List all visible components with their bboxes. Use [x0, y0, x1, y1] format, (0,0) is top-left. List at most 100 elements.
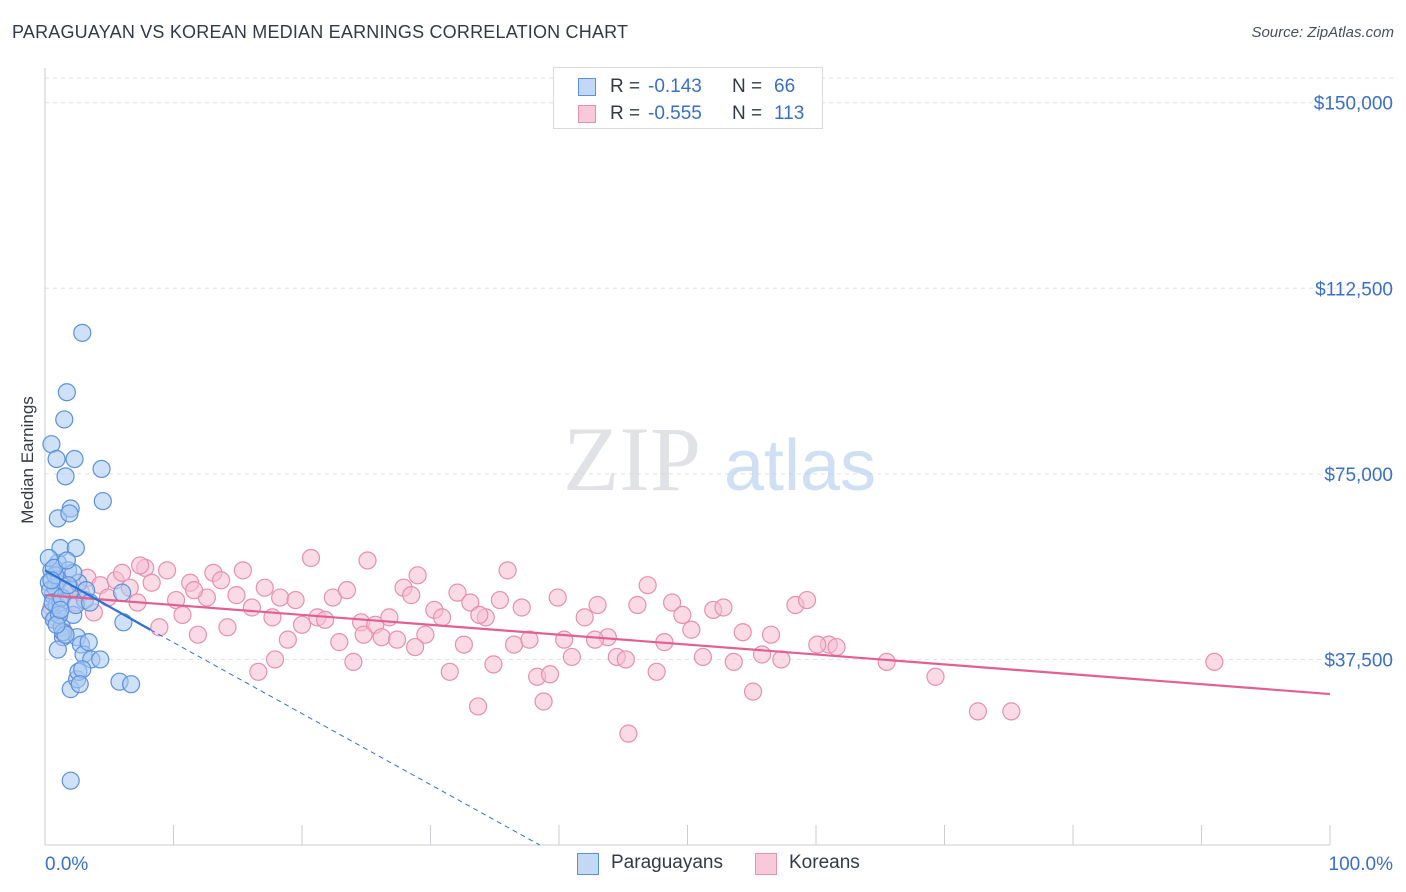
- paraguayan-swatch: [578, 78, 596, 96]
- korean-point: [575, 608, 594, 627]
- series-legend: Paraguayans Koreans: [0, 852, 1406, 878]
- korean-point: [619, 724, 638, 743]
- paraguayan-point: [47, 449, 66, 469]
- korean-point: [112, 563, 132, 582]
- paraguayan-point: [51, 600, 70, 620]
- korean-point: [470, 605, 489, 625]
- korean-point: [440, 662, 459, 681]
- paraguayan-point: [66, 538, 85, 558]
- korean-point: [330, 633, 349, 652]
- korean-point: [380, 608, 399, 627]
- r-label: R =: [610, 103, 641, 124]
- korean-point: [682, 620, 701, 639]
- korean-point: [408, 566, 427, 585]
- korean-point: [233, 561, 252, 580]
- paraguayan-point: [60, 504, 79, 523]
- stats-row-paraguayans: R = -0.143 N = 66: [554, 74, 822, 100]
- korean-point: [130, 556, 150, 575]
- x-tick-label: 0.0%: [45, 854, 88, 875]
- korean-point: [562, 647, 581, 667]
- paraguayan-point: [48, 640, 67, 659]
- korean-point: [1002, 702, 1021, 721]
- n-value: 113: [774, 103, 805, 124]
- watermark-atlas: atlas: [724, 426, 876, 506]
- y-tick-label: $75,000: [1324, 465, 1393, 486]
- paraguayan-points: [39, 323, 141, 790]
- korean-point: [292, 615, 312, 634]
- korean-point: [286, 590, 305, 610]
- korean-point: [752, 645, 772, 664]
- n-label: N =: [732, 76, 763, 97]
- r-label: R =: [610, 76, 641, 97]
- korean-point: [484, 655, 503, 674]
- paraguayan-point: [91, 650, 110, 669]
- korean-point: [662, 593, 682, 612]
- korean-point: [616, 650, 635, 669]
- korean-point: [1205, 652, 1224, 672]
- korean-point: [693, 647, 713, 667]
- n-label: N =: [732, 103, 763, 124]
- korean-point: [808, 635, 827, 654]
- korean-point: [184, 581, 204, 600]
- korean-trend-line: [44, 594, 1331, 696]
- korean-point: [372, 628, 391, 647]
- korean-point: [490, 590, 509, 610]
- paraguayan-point: [65, 449, 84, 469]
- korean-point: [150, 618, 169, 637]
- korean-point: [797, 590, 817, 610]
- korean-point: [827, 637, 846, 657]
- korean-point: [142, 573, 161, 592]
- korean-point: [454, 635, 474, 654]
- legend-label: Paraguayans: [611, 852, 723, 873]
- paraguayan-trend-line: [44, 569, 151, 631]
- tick-labels: $37,500 $75,000 $112,500 $150,000 0.0% 100.0%: [45, 94, 1393, 875]
- korean-point: [416, 625, 435, 644]
- korean-point: [638, 576, 657, 595]
- paraguayan-trend-extension: [150, 629, 540, 846]
- korean-point: [344, 652, 363, 672]
- korean-point: [255, 578, 274, 597]
- paraguayan-point: [92, 459, 111, 479]
- paraguayan-point: [112, 583, 132, 602]
- source-label: Source: ZipAtlas.com: [1251, 24, 1394, 41]
- korean-point: [242, 598, 261, 617]
- paraguayan-point: [73, 660, 92, 679]
- legend-label: Koreans: [789, 852, 860, 873]
- korean-swatch: [578, 105, 596, 123]
- paraguayan-swatch: [577, 853, 599, 875]
- korean-point: [227, 586, 246, 605]
- paraguayan-point: [114, 613, 133, 632]
- korean-point: [512, 598, 531, 617]
- korean-point: [402, 586, 421, 605]
- y-tick-label: $112,500: [1315, 279, 1393, 300]
- korean-point: [278, 630, 297, 649]
- korean-point: [387, 630, 407, 649]
- paraguayan-point: [57, 551, 76, 570]
- korean-point: [534, 692, 553, 711]
- korean-point: [628, 595, 647, 615]
- paraguayan-point: [79, 633, 98, 652]
- korean-point: [461, 593, 480, 612]
- korean-point: [405, 637, 425, 657]
- paraguayan-point: [57, 383, 76, 402]
- paraguayan-point: [93, 491, 112, 511]
- axes: [44, 68, 1331, 846]
- paraguayan-point: [56, 467, 75, 486]
- korean-point: [647, 662, 666, 681]
- korean-point: [271, 588, 290, 607]
- n-value: 66: [774, 76, 796, 97]
- korean-point: [218, 618, 237, 637]
- x-tick-label: 100.0%: [1329, 854, 1394, 875]
- korean-point: [504, 635, 524, 654]
- korean-point: [548, 588, 567, 607]
- watermark-zip: ZIP: [563, 408, 701, 510]
- korean-point: [468, 697, 488, 716]
- korean-point: [733, 623, 752, 642]
- korean-point: [877, 652, 896, 672]
- korean-point: [249, 662, 268, 681]
- korean-point: [714, 598, 733, 617]
- korean-point: [743, 682, 763, 701]
- trend-lines: [44, 569, 1331, 846]
- paraguayan-point: [121, 675, 141, 694]
